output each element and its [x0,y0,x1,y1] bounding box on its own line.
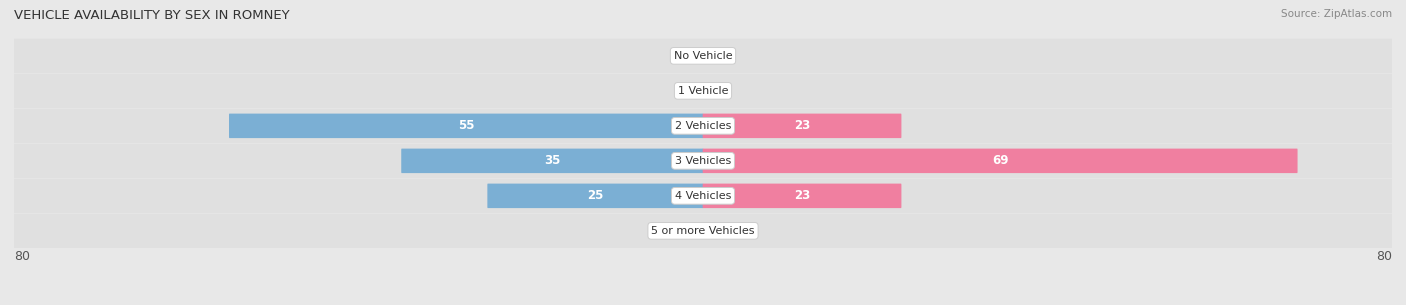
Text: 0: 0 [683,224,690,237]
Text: 80: 80 [1376,250,1392,263]
Text: 55: 55 [458,119,474,132]
FancyBboxPatch shape [401,149,703,173]
FancyBboxPatch shape [703,113,901,138]
FancyBboxPatch shape [10,179,1396,213]
Text: 23: 23 [794,119,810,132]
FancyBboxPatch shape [229,113,703,138]
FancyBboxPatch shape [10,39,1396,73]
FancyBboxPatch shape [10,109,1396,143]
Text: Source: ZipAtlas.com: Source: ZipAtlas.com [1281,9,1392,19]
Text: 5 or more Vehicles: 5 or more Vehicles [651,226,755,236]
Text: 1 Vehicle: 1 Vehicle [678,86,728,96]
Text: 0: 0 [683,49,690,62]
Text: 3 Vehicles: 3 Vehicles [675,156,731,166]
Text: 80: 80 [14,250,30,263]
FancyBboxPatch shape [10,74,1396,108]
Text: 0: 0 [716,224,723,237]
Text: 4 Vehicles: 4 Vehicles [675,191,731,201]
FancyBboxPatch shape [703,184,901,208]
Text: 0: 0 [716,49,723,62]
FancyBboxPatch shape [703,149,1298,173]
Text: 35: 35 [544,154,561,167]
Text: 23: 23 [794,189,810,202]
Text: VEHICLE AVAILABILITY BY SEX IN ROMNEY: VEHICLE AVAILABILITY BY SEX IN ROMNEY [14,9,290,22]
FancyBboxPatch shape [10,144,1396,178]
Text: 69: 69 [991,154,1008,167]
FancyBboxPatch shape [488,184,703,208]
Text: 25: 25 [588,189,603,202]
Text: 2 Vehicles: 2 Vehicles [675,121,731,131]
Text: 0: 0 [683,84,690,97]
Text: No Vehicle: No Vehicle [673,51,733,61]
FancyBboxPatch shape [10,214,1396,248]
Text: 0: 0 [716,84,723,97]
